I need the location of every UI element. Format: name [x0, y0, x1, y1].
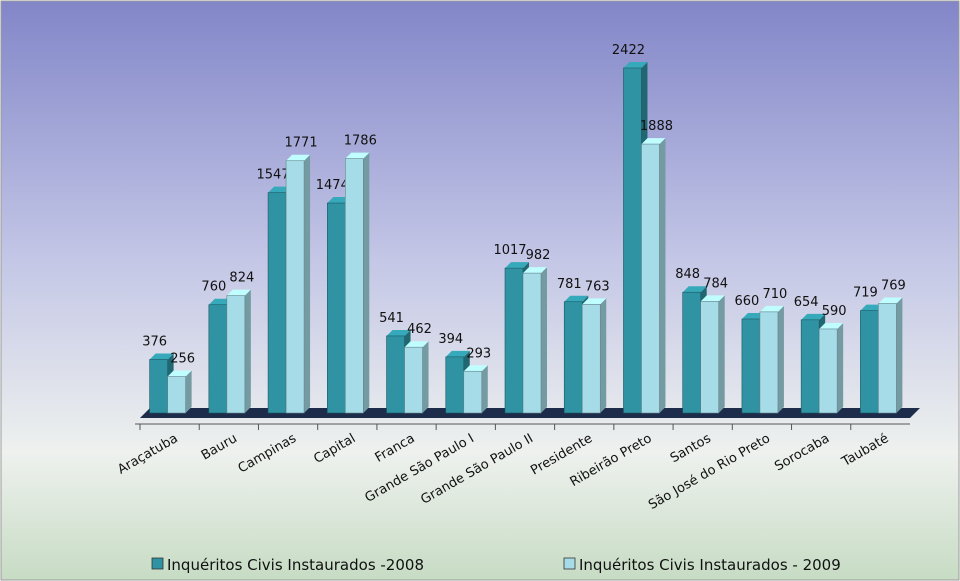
bar-top	[641, 138, 666, 145]
data-label: 293	[466, 346, 491, 361]
data-label: 1017	[493, 243, 526, 258]
bar	[285, 160, 305, 414]
bar	[800, 319, 820, 414]
bar-top	[404, 341, 429, 348]
data-label: 719	[853, 286, 878, 301]
data-label: 394	[438, 332, 463, 347]
bar-top	[167, 370, 192, 377]
data-label: 769	[881, 278, 906, 293]
data-label: 848	[675, 267, 700, 282]
bar	[818, 328, 838, 414]
bar-top	[700, 295, 725, 302]
bar	[682, 291, 701, 414]
bar-top	[226, 289, 251, 296]
bar-side	[777, 305, 784, 413]
data-label: 256	[170, 352, 195, 367]
bar	[623, 67, 642, 414]
bar	[700, 301, 719, 414]
bar-side	[600, 298, 607, 413]
bar	[404, 346, 423, 414]
bar-top	[445, 350, 470, 357]
bar-top	[386, 329, 411, 336]
bar-top	[801, 313, 826, 320]
bar-side	[363, 152, 370, 413]
bar-top	[345, 152, 370, 159]
bar	[641, 143, 660, 414]
bar	[522, 272, 542, 414]
bar	[267, 192, 287, 414]
data-label: 376	[142, 334, 167, 349]
bar-top	[759, 305, 784, 312]
data-label: 784	[703, 276, 728, 291]
bar-top	[582, 298, 607, 305]
data-label: 541	[379, 311, 404, 326]
data-label: 1547	[257, 168, 290, 183]
bar-side	[659, 138, 666, 413]
bar-side	[896, 297, 903, 413]
bar	[327, 202, 346, 414]
bar-side	[541, 267, 547, 413]
data-label: 824	[229, 271, 254, 286]
bar-top	[286, 154, 311, 161]
bar	[581, 304, 601, 414]
data-label: 2422	[612, 43, 645, 58]
legend: Inquéritos Civis Instaurados -2008 Inquér…	[151, 556, 841, 574]
bar-side	[837, 322, 844, 413]
legend-swatch	[151, 557, 164, 570]
data-label: 1888	[640, 119, 673, 134]
data-label: 660	[735, 294, 760, 309]
bar-top	[523, 267, 547, 274]
bar-side	[422, 341, 429, 413]
bar-top	[819, 322, 844, 329]
data-label: 982	[526, 248, 551, 263]
bar-side	[244, 289, 251, 413]
bar	[759, 311, 779, 414]
data-label: 462	[407, 322, 432, 337]
bar-top	[149, 353, 174, 360]
bar	[167, 376, 186, 414]
legend-label: Inquéritos Civis Instaurados -2008	[167, 556, 424, 574]
bar	[741, 318, 761, 414]
bar	[860, 310, 879, 414]
bar-top	[564, 295, 589, 302]
data-label: 1771	[285, 136, 318, 151]
data-label: 590	[822, 304, 847, 319]
data-label: 1786	[344, 134, 377, 149]
bar	[504, 267, 524, 414]
bar-top	[878, 297, 903, 304]
bar	[386, 335, 405, 414]
data-label: 710	[763, 287, 788, 302]
legend-swatch	[563, 557, 576, 570]
bar	[563, 301, 583, 414]
bar	[208, 304, 228, 414]
bar-side	[304, 154, 311, 414]
data-label: 763	[585, 279, 610, 294]
bar	[878, 303, 897, 414]
bar-top	[623, 62, 648, 68]
bar-top	[682, 286, 707, 293]
legend-label: Inquéritos Civis Instaurados - 2009	[579, 556, 841, 574]
data-label: 1474	[316, 178, 349, 193]
bar-side	[185, 370, 192, 413]
bar-side	[481, 365, 488, 413]
bar-side	[718, 295, 725, 413]
bar	[226, 295, 246, 414]
bar-top	[505, 262, 529, 269]
bar-top	[463, 365, 488, 372]
bar	[345, 158, 364, 414]
bar	[445, 356, 465, 414]
bar	[463, 370, 483, 414]
data-label: 760	[201, 280, 226, 295]
bar	[149, 359, 168, 414]
data-label: 654	[794, 295, 819, 310]
data-label: 781	[557, 277, 582, 292]
